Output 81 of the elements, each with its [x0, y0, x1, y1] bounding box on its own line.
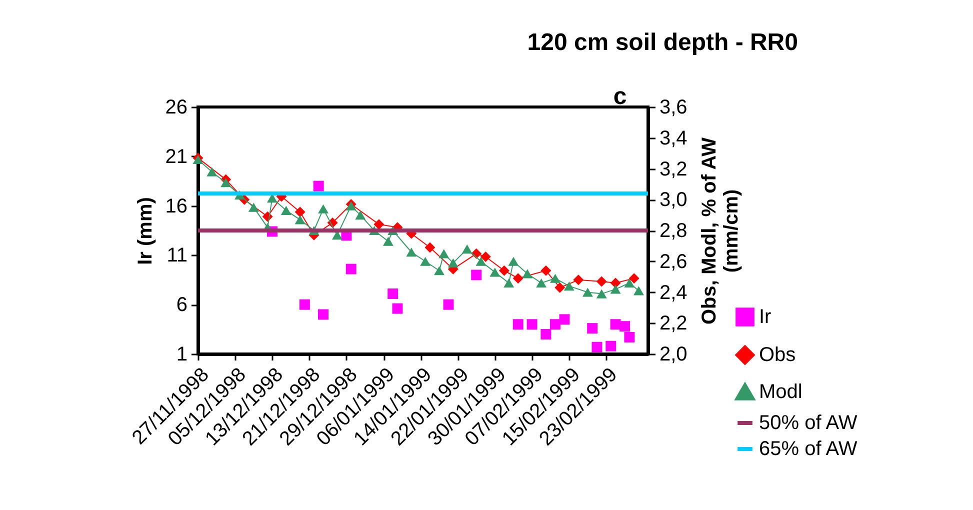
point — [628, 273, 640, 284]
point — [522, 269, 533, 278]
point — [476, 256, 486, 266]
point — [596, 289, 607, 298]
point — [610, 284, 621, 294]
y2-tick-label: 2,6 — [660, 250, 688, 273]
point — [490, 268, 500, 277]
point — [587, 323, 598, 334]
y-tick-label: 21 — [165, 146, 188, 168]
legend-label: 50% of AW — [759, 412, 858, 434]
point — [280, 206, 292, 215]
point — [374, 219, 384, 230]
y2-tick-label: 2,0 — [660, 344, 688, 366]
point — [504, 278, 514, 288]
point — [206, 167, 218, 176]
y-tick-label: 26 — [165, 96, 188, 118]
point — [596, 276, 607, 287]
legend-label: 65% of AW — [759, 438, 858, 460]
point — [620, 321, 630, 332]
y-tick-label: 6 — [176, 294, 188, 316]
point — [392, 303, 403, 314]
y-tick-label: 11 — [166, 244, 188, 267]
point — [294, 206, 306, 218]
point — [346, 264, 356, 274]
point — [508, 256, 519, 266]
point — [220, 178, 232, 188]
legend-label: Modl — [759, 381, 802, 403]
point — [448, 258, 458, 268]
point — [424, 242, 436, 253]
point — [606, 340, 616, 352]
annotation: c — [613, 83, 627, 110]
point — [318, 204, 328, 214]
point — [582, 288, 593, 297]
point — [443, 299, 454, 310]
point — [564, 282, 574, 291]
point — [573, 274, 584, 286]
point — [248, 202, 259, 212]
point — [388, 288, 398, 299]
point — [526, 319, 538, 330]
point — [540, 265, 552, 276]
point — [462, 244, 472, 254]
y2-tick-label: 2,2 — [660, 312, 688, 335]
legend-label: Ir — [759, 306, 772, 328]
point — [471, 270, 482, 280]
point — [512, 273, 524, 284]
y2-tick-label: 3,4 — [660, 127, 688, 150]
point — [438, 249, 450, 258]
point — [633, 286, 644, 296]
point — [559, 314, 570, 325]
point — [318, 309, 328, 320]
y-axis-title: Ir (mm) — [134, 197, 156, 265]
point — [294, 215, 306, 224]
point — [540, 328, 552, 340]
point — [550, 274, 560, 283]
point — [624, 332, 635, 342]
point — [624, 278, 635, 288]
point — [512, 319, 524, 330]
point — [434, 266, 444, 276]
point — [355, 210, 366, 220]
point — [498, 265, 510, 276]
point — [480, 252, 491, 262]
point — [592, 342, 602, 352]
y-tick-label: 1 — [176, 344, 188, 366]
y2-tick-label: 2,8 — [660, 220, 688, 242]
point — [299, 299, 310, 310]
legend-label: Obs — [759, 344, 796, 366]
chart-title: 120 cm soil depth - RR0 — [527, 29, 798, 56]
point — [554, 282, 566, 293]
y2-tick-label: 3,6 — [660, 96, 688, 118]
y2-tick-label: 2,4 — [660, 282, 688, 304]
point — [406, 248, 417, 257]
y2-tick-label: 3,0 — [660, 189, 688, 212]
point — [550, 319, 560, 330]
y-tick-label: 16 — [165, 195, 188, 218]
point — [610, 278, 621, 288]
point — [313, 180, 324, 192]
point — [382, 236, 394, 246]
y2-tick-label: 3,2 — [660, 158, 688, 180]
y2-axis-title: Obs, Modl, % of AW (mm/cm) — [698, 137, 742, 325]
point — [536, 278, 547, 288]
point — [420, 256, 431, 266]
